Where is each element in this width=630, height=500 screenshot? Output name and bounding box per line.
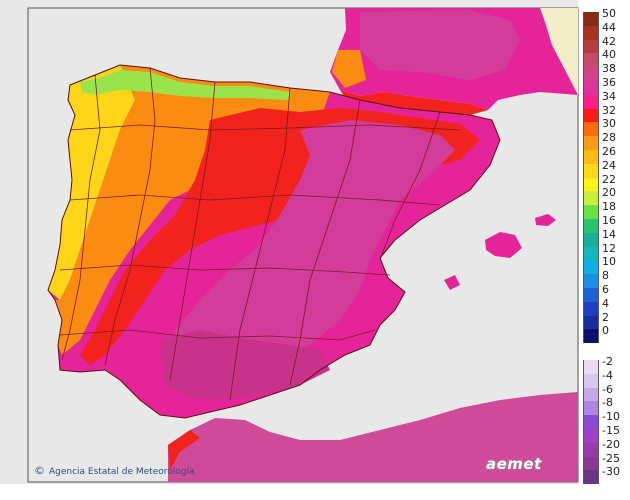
- legend-label: -10: [602, 410, 620, 424]
- copyright-icon: ©: [34, 464, 45, 477]
- legend-swatch: [583, 288, 599, 302]
- mallorca: [485, 232, 522, 258]
- legend-label: 28: [602, 131, 616, 145]
- legend-swatch: [583, 470, 599, 485]
- menorca: [535, 214, 556, 226]
- legend-swatch: [583, 67, 599, 82]
- legend-swatch: [583, 191, 599, 206]
- legend-label: 10: [602, 255, 616, 269]
- legend-label: 16: [602, 214, 616, 227]
- legend-swatch: [583, 401, 599, 416]
- aemet-logo: aemet: [486, 455, 542, 473]
- legend-label: 24: [602, 158, 616, 172]
- legend-swatch: [583, 122, 599, 137]
- legend-label: 40: [602, 48, 616, 62]
- legend-swatch: [583, 360, 599, 374]
- legend-swatch: [583, 260, 599, 275]
- legend-swatch: [583, 205, 599, 220]
- legend-swatch: [583, 442, 599, 457]
- legend-swatch: [583, 456, 599, 471]
- legend-swatch: [583, 12, 599, 26]
- legend-label: 18: [602, 200, 616, 214]
- interior-hot-zone: [170, 120, 455, 372]
- legend-swatch: [583, 150, 599, 164]
- ibiza: [444, 275, 460, 290]
- legend-label: 50: [602, 7, 616, 20]
- legend-swatch: [583, 53, 599, 68]
- legend-label: 4: [602, 296, 609, 310]
- legend-swatch: [583, 415, 599, 430]
- legend-label: -2: [602, 355, 613, 368]
- legend-label: -15: [602, 424, 620, 437]
- legend-swatch: [583, 25, 599, 40]
- legend-swatch: [583, 301, 599, 316]
- legend-label: 42: [602, 34, 616, 48]
- legend-swatch: [583, 136, 599, 151]
- legend-swatch: [583, 329, 599, 344]
- legend-label: -8: [602, 396, 613, 410]
- legend-label: 12: [602, 241, 616, 255]
- legend-swatch: [583, 81, 599, 95]
- legend-swatch: [583, 94, 599, 109]
- legend-label: 36: [602, 76, 616, 89]
- west-yellow-zone: [48, 65, 140, 300]
- iberia-coastline: [47, 64, 501, 419]
- legend-label: -25: [602, 451, 620, 465]
- legend-swatch: [583, 429, 599, 443]
- province-borders: [59, 67, 461, 401]
- legend-swatch: [583, 177, 599, 192]
- legend-swatch: [583, 219, 599, 233]
- legend-label: -30: [602, 465, 620, 479]
- legend-label: -6: [602, 382, 613, 396]
- france-orange-patch: [332, 50, 366, 88]
- legend-swatch: [583, 373, 599, 388]
- legend-label: 26: [602, 145, 616, 158]
- legend-label: 32: [602, 103, 616, 117]
- legend-label: -4: [602, 368, 613, 382]
- legend-label: 14: [602, 227, 616, 241]
- legend-swatch: [583, 274, 599, 289]
- legend-label: 0: [602, 324, 609, 338]
- legend-label: -20: [602, 437, 620, 451]
- alps-yellow: [540, 8, 578, 95]
- legend-label: 38: [602, 62, 616, 76]
- north-africa-red-coast: [168, 430, 200, 470]
- north-green-zone: [80, 70, 290, 100]
- legend-swatch: [583, 39, 599, 54]
- legend-swatch: [583, 315, 599, 330]
- legend-label: 2: [602, 310, 609, 324]
- north-africa-land: [168, 392, 578, 482]
- legend-label: 8: [602, 269, 609, 283]
- legend-swatch: [583, 232, 599, 247]
- legend-label: 6: [602, 283, 609, 296]
- france-hot-core: [360, 10, 520, 80]
- legend-swatch: [583, 246, 599, 261]
- legend-label: 22: [602, 172, 616, 186]
- guadalquivir-hot-zone: [160, 330, 330, 400]
- legend-label: 20: [602, 186, 616, 200]
- credit-text: Agencia Estatal de Meteorología: [49, 467, 195, 477]
- legend-swatch: [583, 163, 599, 178]
- map-credit: © Agencia Estatal de Meteorología: [34, 464, 195, 477]
- legend-label: 34: [602, 89, 616, 103]
- legend-label: 44: [602, 20, 616, 34]
- legend-label: 30: [602, 117, 616, 131]
- legend-swatch: [583, 387, 599, 402]
- legend-swatch: [583, 108, 599, 123]
